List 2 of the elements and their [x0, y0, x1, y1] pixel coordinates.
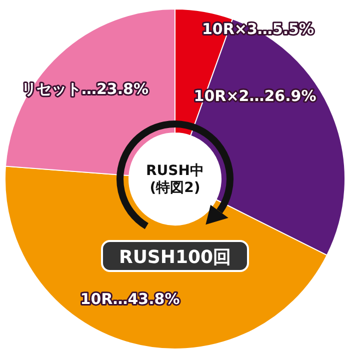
text: RUSH中 (特図2)	[146, 163, 204, 196]
text: RUSH100回	[118, 247, 232, 268]
